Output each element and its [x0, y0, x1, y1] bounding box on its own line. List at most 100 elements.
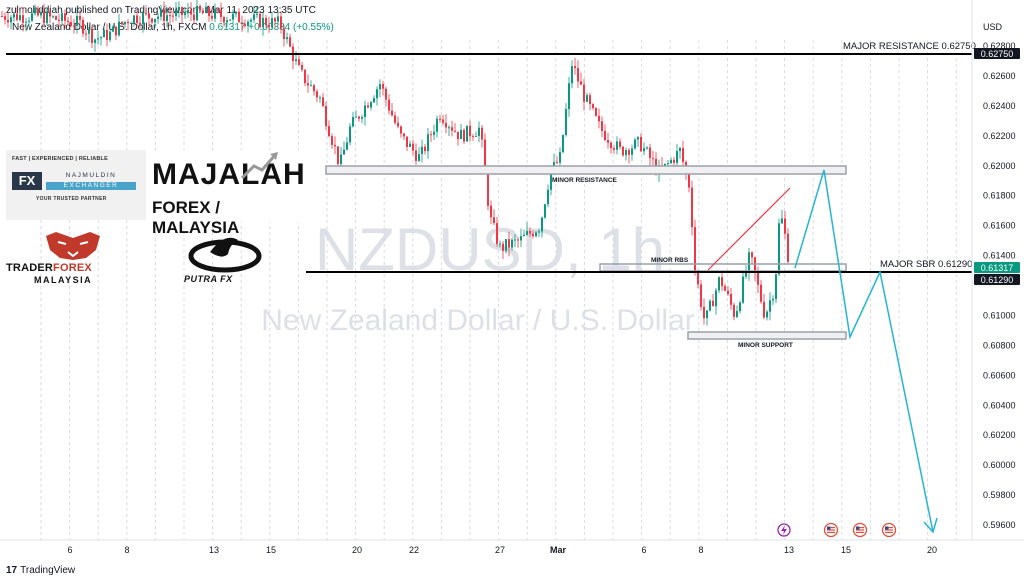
candle-body — [625, 150, 627, 156]
candle-body — [178, 7, 180, 11]
candles — [1, 0, 789, 326]
candle-body — [463, 129, 465, 142]
candle-body — [385, 88, 387, 100]
candle-body — [526, 231, 528, 235]
us-flag-icon[interactable] — [852, 522, 868, 538]
candle-body — [301, 65, 303, 70]
candle-body — [475, 135, 477, 137]
candle-body — [349, 126, 351, 143]
candle-body — [241, 22, 243, 25]
candle-body — [586, 95, 588, 102]
candle-body — [199, 5, 201, 11]
candle-body — [496, 223, 498, 244]
candle-body — [679, 147, 681, 152]
candle-body — [103, 29, 105, 38]
lightning-glyph — [781, 525, 787, 535]
time-tick-label: 20 — [927, 545, 937, 555]
candle-body — [700, 284, 702, 307]
candle-body — [454, 130, 456, 132]
candle-body — [319, 97, 321, 99]
us-flag-icon[interactable] — [823, 522, 839, 538]
candle-body — [100, 37, 102, 39]
candle-body — [652, 158, 654, 160]
candle-body — [400, 126, 402, 134]
candle-body — [715, 290, 717, 307]
candle-body — [145, 13, 147, 15]
candle-body — [58, 19, 60, 21]
price-tick-label: 0.60000 — [983, 460, 1016, 470]
candle-body — [4, 16, 6, 20]
candle-body — [412, 143, 414, 151]
candle-body — [592, 104, 594, 109]
time-tick-label: Mar — [550, 545, 567, 555]
candle-body — [82, 19, 84, 34]
candle-body — [772, 298, 774, 301]
candle-body — [544, 204, 546, 218]
candle-body — [547, 189, 549, 205]
candle-body — [298, 59, 300, 66]
candle-body — [157, 16, 159, 19]
candle-body — [541, 217, 543, 232]
chart-arrow-icon — [240, 152, 278, 180]
time-axis[interactable]: 6 8 13 15 20 22 27 Mar 6 8 13 15 20 — [67, 545, 937, 555]
trendline — [707, 187, 791, 271]
candle-body — [142, 13, 144, 25]
candle-body — [139, 22, 141, 25]
candle-body — [382, 84, 384, 89]
projection-path — [794, 169, 934, 533]
price-tick-label: 0.60200 — [983, 430, 1016, 440]
candle-body — [64, 13, 66, 21]
candle-body — [121, 21, 123, 25]
tiger-icon — [46, 232, 100, 260]
candle-body — [742, 276, 744, 303]
candle-body — [694, 227, 696, 272]
footer[interactable]: 17 TradingView — [6, 565, 75, 576]
candle-body — [781, 218, 783, 224]
price-tick-label: 0.59600 — [983, 520, 1016, 530]
candle-body — [76, 15, 78, 26]
price-tick-label: 0.61400 — [983, 251, 1016, 261]
candle-body — [151, 18, 153, 23]
candle-body — [520, 236, 522, 241]
candle-body — [208, 6, 210, 16]
candle-body — [571, 66, 573, 84]
candle-body — [568, 83, 570, 110]
candle-body — [442, 119, 444, 123]
candle-body — [226, 20, 228, 23]
candle-body — [682, 147, 684, 162]
candle-body — [112, 26, 114, 32]
fx-name-top: NAJMULDIN — [65, 172, 117, 179]
candle-body — [274, 18, 276, 22]
candle-body — [286, 37, 288, 40]
candle-body — [148, 13, 150, 19]
candle-body — [640, 136, 642, 152]
candle-body — [607, 139, 609, 143]
minor-rbs-label: MINOR RBS — [651, 257, 689, 264]
price-axis[interactable]: 0.62800 0.62600 0.62400 0.62200 0.62000 0.618… — [983, 41, 1016, 530]
candle-body — [616, 141, 618, 150]
candle-body — [370, 102, 372, 108]
candle-body — [331, 136, 333, 145]
time-tick-label: 6 — [641, 545, 646, 555]
candle-body — [688, 172, 690, 188]
event-icons[interactable] — [777, 522, 897, 538]
candle-body — [136, 15, 138, 23]
candle-body — [250, 19, 252, 22]
minor-support-label: MINOR SUPPORT — [738, 342, 793, 349]
candle-body — [445, 122, 447, 128]
us-flag-icon[interactable] — [881, 522, 897, 538]
candle-body — [13, 13, 15, 18]
majalah-line1: MAJALAH — [152, 158, 306, 191]
candle-body — [418, 154, 420, 162]
najmuldin-exchanger-logo: FAST | EXPERIENCED | RELIABLE FX NAJMULD… — [6, 150, 146, 220]
candle-body — [712, 300, 714, 307]
candle-body — [556, 162, 558, 164]
candle-body — [484, 139, 486, 171]
candle-body — [613, 148, 615, 150]
candle-body — [460, 129, 462, 140]
candle-body — [295, 59, 297, 62]
candle-body — [580, 81, 582, 85]
candle-body — [73, 25, 75, 27]
candle-body — [163, 9, 165, 22]
